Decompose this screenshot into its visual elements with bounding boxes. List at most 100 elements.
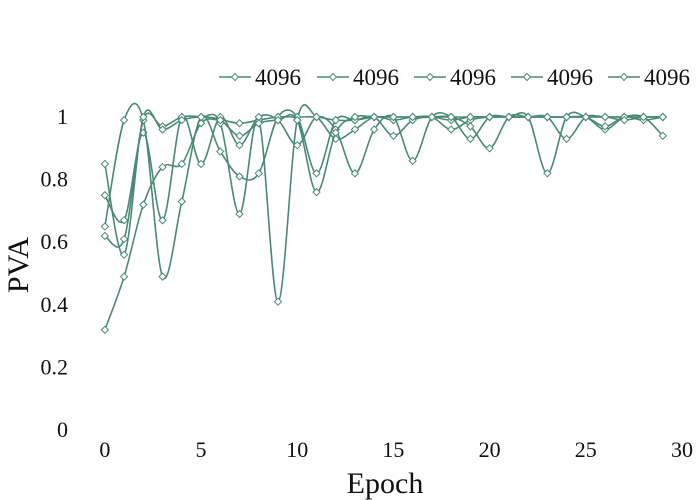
y-tick-label: 0.2 <box>41 354 69 379</box>
data-point <box>408 156 417 166</box>
data-point <box>562 134 571 144</box>
data-point <box>581 112 591 122</box>
data-point <box>216 115 225 125</box>
x-tick-label: 5 <box>196 437 207 462</box>
series-1 <box>100 112 667 335</box>
data-point <box>139 112 148 122</box>
data-point <box>235 209 244 219</box>
data-point <box>369 112 379 122</box>
x-tick-label: 15 <box>382 437 404 462</box>
data-point <box>639 112 648 122</box>
data-point <box>158 216 167 225</box>
data-point <box>273 115 283 125</box>
data-point <box>466 112 475 122</box>
y-tick-label: 0 <box>57 417 68 442</box>
data-point <box>485 144 494 153</box>
data-point <box>408 112 417 122</box>
data-point <box>293 140 302 150</box>
series-5 <box>100 109 667 259</box>
data-point <box>504 112 514 122</box>
data-point <box>235 172 244 181</box>
x-axis-title: Epoch <box>347 467 424 500</box>
legend-item: 4096 <box>317 65 399 90</box>
data-point <box>658 112 667 122</box>
y-tick-label: 0.8 <box>41 167 69 192</box>
data-point <box>350 112 360 122</box>
legend-label: 4096 <box>644 65 690 90</box>
legend: 4096 4096 4096 4096 4096 <box>219 65 690 90</box>
data-point <box>485 112 494 122</box>
legend-marker <box>425 72 435 82</box>
legend-marker <box>328 72 338 82</box>
data-point <box>273 297 283 306</box>
data-point <box>620 115 629 125</box>
legend-item: 4096 <box>608 65 690 90</box>
data-point <box>427 112 437 122</box>
series-line <box>104 103 664 303</box>
data-point <box>389 131 398 140</box>
data-point <box>119 250 129 259</box>
data-point <box>312 169 321 178</box>
data-point <box>446 112 456 122</box>
legend-marker <box>522 72 532 82</box>
data-point <box>100 191 110 200</box>
legend-label: 4096 <box>450 65 496 90</box>
data-point <box>177 197 187 206</box>
data-point <box>350 169 360 178</box>
data-point <box>119 216 129 225</box>
data-point <box>254 169 263 178</box>
data-point <box>196 159 206 169</box>
x-tick-label: 30 <box>671 437 693 462</box>
y-tick-label: 1 <box>57 104 68 129</box>
series-4 <box>100 102 667 281</box>
data-point <box>177 115 187 125</box>
data-point <box>543 112 552 122</box>
data-point <box>100 222 110 231</box>
data-point <box>235 140 244 150</box>
legend-marker <box>619 72 629 82</box>
data-point <box>254 119 263 128</box>
y-tick-label: 0.4 <box>41 292 69 317</box>
legend-label: 4096 <box>547 65 593 90</box>
data-point <box>196 112 206 122</box>
series-line <box>104 109 663 256</box>
data-point <box>312 112 321 122</box>
data-point <box>466 122 475 131</box>
data-point <box>139 200 148 209</box>
legend-label: 4096 <box>255 65 301 90</box>
legend-marker <box>230 72 240 82</box>
series-3 <box>100 112 667 225</box>
legend-item: 4096 <box>511 65 593 90</box>
data-point <box>543 169 552 178</box>
series-2 <box>100 103 667 306</box>
y-axis-title: PVA <box>2 237 35 293</box>
data-point <box>562 112 571 122</box>
data-point <box>331 128 340 137</box>
data-point <box>389 112 398 122</box>
data-point <box>158 125 167 134</box>
data-point <box>100 325 110 335</box>
data-point <box>658 131 667 140</box>
series-line <box>104 115 663 331</box>
series-line <box>104 102 663 280</box>
x-tick-label: 25 <box>575 437 597 462</box>
data-point <box>600 112 610 122</box>
data-point <box>350 125 360 134</box>
data-point <box>331 115 340 125</box>
data-point <box>369 125 379 134</box>
data-point <box>466 134 475 144</box>
data-point <box>235 131 244 140</box>
data-point <box>446 125 456 134</box>
x-axis: 0 5 10 15 20 25 30 <box>99 437 693 462</box>
data-point <box>177 159 187 169</box>
x-tick-label: 20 <box>479 437 501 462</box>
data-point <box>119 272 129 281</box>
legend-item: 4096 <box>414 65 496 90</box>
data-point <box>216 147 225 156</box>
x-tick-label: 0 <box>99 437 110 462</box>
y-tick-label: 0.6 <box>41 229 69 254</box>
data-point <box>600 122 610 131</box>
data-point <box>158 272 167 281</box>
data-point <box>523 112 533 122</box>
